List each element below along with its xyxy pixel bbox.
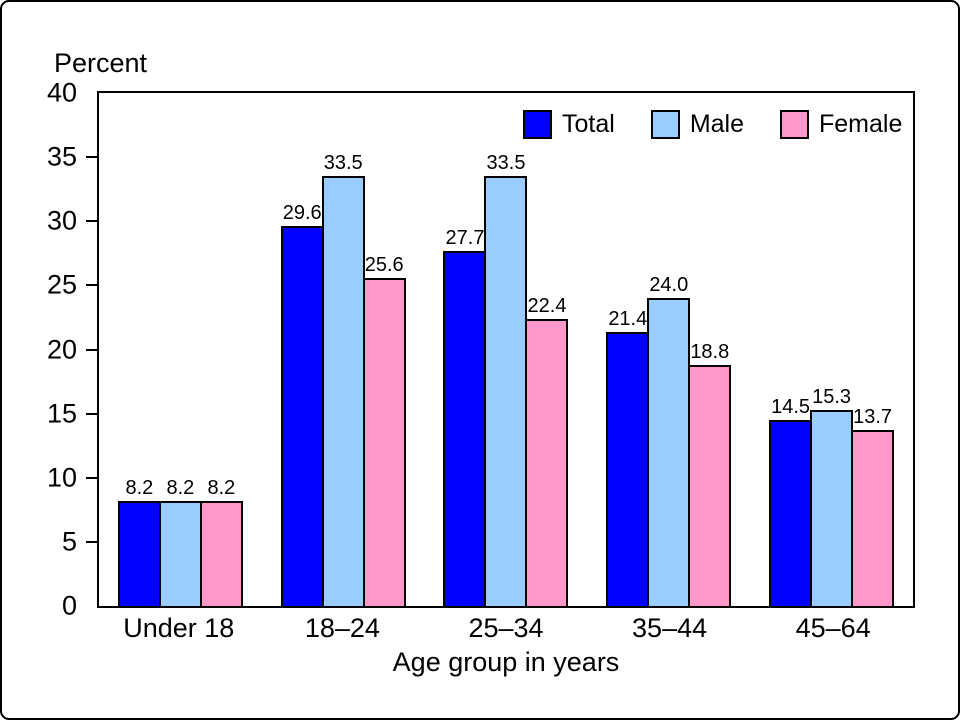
y-tick-label: 5 <box>61 526 77 557</box>
male-swatch-icon <box>650 110 680 139</box>
y-tick-label: 30 <box>46 205 77 236</box>
bar-value-label: 13.7 <box>853 406 893 429</box>
legend-label-male: Male <box>689 110 744 138</box>
y-tick-label: 20 <box>46 334 77 364</box>
y-tick-label: 40 <box>46 77 77 108</box>
x-label-under-18: Under 18 <box>123 613 235 643</box>
x-label-18-24: 18–24 <box>304 613 380 643</box>
bar-total: 29.6 <box>280 203 324 606</box>
y-tick-label: 10 <box>46 462 77 493</box>
y-tick-mark <box>86 412 99 415</box>
bar-value-label: 22.4 <box>527 294 567 317</box>
y-tick-mark <box>86 348 99 351</box>
x-label-25-34: 25–34 <box>468 613 544 643</box>
legend-item-male: Male <box>650 110 744 139</box>
y-tick-mark <box>86 220 99 223</box>
legend-item-female: Female <box>780 110 902 139</box>
plot-area: Total Male Female 0 5 10 15 20 25 30 35 40 8.2 8.2… <box>47 79 915 619</box>
bar-female: 18.8 <box>688 342 732 606</box>
legend-label-female: Female <box>819 110 903 138</box>
bar-value-label: 8.2 <box>125 476 154 499</box>
bar-total: 14.5 <box>769 397 813 606</box>
bar-male: 33.5 <box>484 153 528 606</box>
bar-value-label: 29.6 <box>282 202 322 225</box>
bar-female: 8.2 <box>199 478 243 606</box>
bar-female: 25.6 <box>362 255 406 606</box>
bar-male: 15.3 <box>810 387 854 606</box>
total-swatch-icon <box>523 110 552 139</box>
bar-value-label: 14.5 <box>771 396 811 419</box>
legend-label-total: Total <box>562 110 615 138</box>
bar-female: 22.4 <box>525 296 569 606</box>
y-tick-mark <box>86 476 99 479</box>
y-tick-mark <box>86 540 99 543</box>
bar-value-label: 27.7 <box>445 226 485 249</box>
legend-item-total: Total <box>523 110 615 139</box>
y-tick-label: 15 <box>46 398 77 429</box>
x-axis-title: Age group in years <box>392 647 620 677</box>
x-label-45-64: 45–64 <box>795 613 871 643</box>
bar-value-label: 33.5 <box>323 152 363 175</box>
bar-male: 33.5 <box>321 153 365 606</box>
bar-value-label: 21.4 <box>608 307 648 330</box>
legend: Total Male Female <box>523 110 902 139</box>
bar-value-label: 15.3 <box>812 385 852 408</box>
bar-total: 8.2 <box>117 478 161 606</box>
x-axis-labels: Under 18 18–24 25–34 35–44 45–64 <box>97 615 915 642</box>
bar-value-label: 18.8 <box>690 340 730 363</box>
bar-group-18-24: 29.6 33.5 25.6 <box>262 93 425 606</box>
bar-group-45-64: 14.5 15.3 13.7 <box>750 93 913 606</box>
bar-value-label: 33.5 <box>486 152 526 175</box>
y-axis-unit-label: Percent <box>54 48 148 78</box>
bar-group-under-18: 8.2 8.2 8.2 <box>99 93 262 606</box>
y-tick-label: 35 <box>46 141 77 172</box>
bar-total: 21.4 <box>606 309 650 606</box>
bar-group-35-44: 21.4 24.0 18.8 <box>587 93 750 606</box>
bar-value-label: 24.0 <box>649 274 689 297</box>
y-tick-label: 25 <box>46 269 77 300</box>
y-tick-label: 0 <box>61 590 77 621</box>
x-label-35-44: 35–44 <box>632 613 708 643</box>
bar-group-25-34: 27.7 33.5 22.4 <box>425 93 588 606</box>
bar-male: 8.2 <box>158 478 202 606</box>
bar-total: 27.7 <box>443 228 487 606</box>
bar-value-label: 8.2 <box>166 476 195 499</box>
y-tick-mark <box>86 156 99 159</box>
bar-male: 24.0 <box>647 275 691 606</box>
female-swatch-icon <box>780 110 809 139</box>
y-tick-mark <box>86 284 99 287</box>
bar-female: 13.7 <box>851 407 895 606</box>
bar-value-label: 8.2 <box>207 476 236 499</box>
bar-value-label: 25.6 <box>364 253 404 276</box>
